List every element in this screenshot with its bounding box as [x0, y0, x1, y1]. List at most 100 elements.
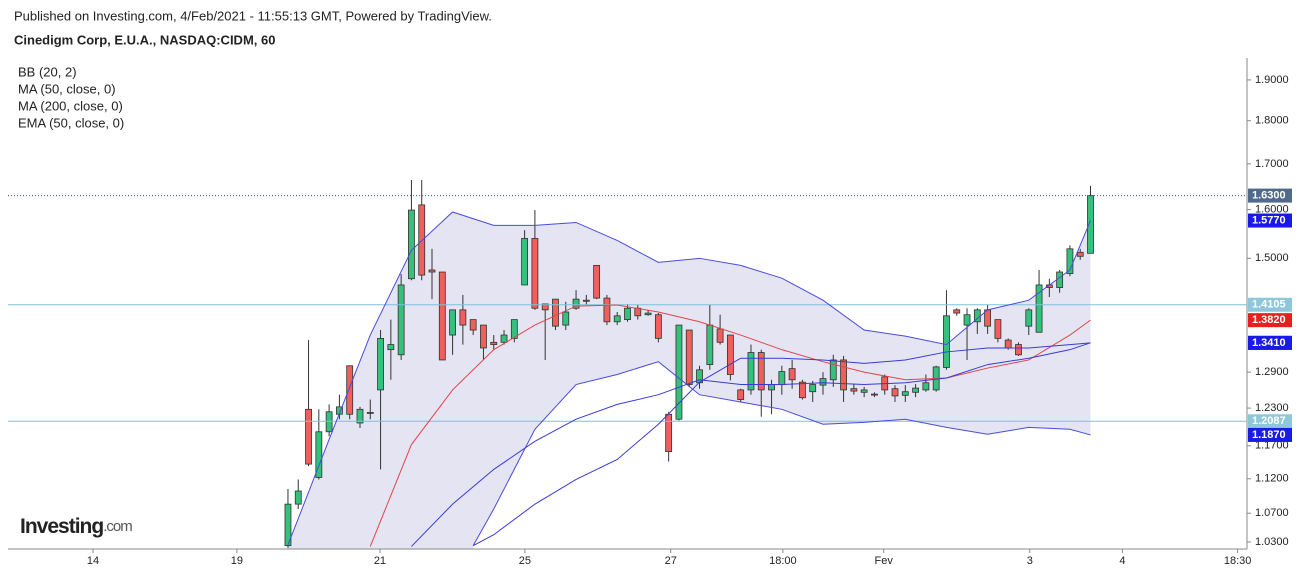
y-tick-label: 1.9000	[1255, 74, 1289, 86]
candle-body	[521, 238, 529, 286]
candle-body	[860, 389, 868, 393]
x-tick-label: 4	[1119, 555, 1125, 567]
candle-body	[706, 324, 714, 365]
x-tick-label: Fev	[875, 555, 894, 567]
candle-body	[912, 387, 919, 393]
legend-entry: MA (200, close, 0)	[18, 98, 123, 113]
candle-body	[1015, 344, 1022, 356]
price-badge	[1248, 297, 1292, 312]
candle-body	[726, 334, 734, 375]
candle-body	[963, 314, 971, 326]
candle-body	[346, 365, 354, 415]
candle-body	[613, 315, 621, 323]
x-tick-label: 25	[519, 555, 531, 567]
candle-body	[572, 298, 580, 309]
candle-body	[480, 324, 487, 349]
candle-body	[778, 371, 786, 385]
candle-body	[1025, 309, 1033, 327]
candle-body	[809, 384, 817, 393]
candle-body	[799, 381, 806, 399]
price-badge	[1248, 414, 1292, 429]
candle-body	[408, 209, 415, 280]
candle-body	[490, 341, 498, 345]
candle-body	[387, 344, 395, 351]
price-badge-label: 1.6300	[1252, 190, 1286, 202]
candle-body	[449, 309, 456, 336]
indicator-line	[411, 342, 1091, 547]
candle-body	[397, 284, 405, 356]
price-badge	[1248, 335, 1292, 350]
candle-body	[284, 503, 292, 547]
candle-body	[1087, 195, 1094, 254]
price-badge	[1248, 188, 1292, 203]
candle-body	[891, 388, 899, 397]
candle-body	[871, 393, 878, 396]
candle-body	[294, 490, 302, 505]
candle-body	[305, 408, 312, 465]
candle-body	[1035, 284, 1043, 333]
legend-entry: BB (20, 2)	[18, 64, 77, 79]
price-badge-label: 1.4105	[1252, 299, 1286, 311]
candle-body	[356, 408, 364, 424]
candle-body	[603, 297, 611, 323]
candle-body	[768, 384, 775, 391]
candle-body	[984, 309, 992, 327]
y-tick-label: 1.7000	[1255, 158, 1289, 170]
candle-body	[943, 315, 950, 368]
candle-body	[901, 391, 909, 396]
y-tick-label: 1.0700	[1255, 507, 1289, 519]
y-tick-label: 1.5000	[1255, 252, 1289, 264]
price-badge-label: 1.2087	[1252, 415, 1286, 427]
chart-title: Cinedigm Corp, E.U.A., NASDAQ:CIDM, 60	[14, 32, 275, 47]
price-badge-label: 1.1870	[1252, 429, 1286, 441]
header: Published on Investing.com, 4/Feb/2021 -…	[14, 8, 492, 23]
x-tick-label: 18:30	[1224, 555, 1252, 567]
candle-body	[757, 352, 765, 391]
candle-body	[541, 303, 549, 311]
logo-name: Investing	[20, 515, 103, 538]
indicator-line	[287, 211, 1091, 546]
candle-body	[994, 319, 1002, 339]
x-tick-label: 14	[87, 555, 99, 567]
candle-body	[366, 411, 374, 414]
candle-body	[624, 307, 631, 321]
candle-body	[716, 328, 724, 343]
logo-suffix: .com	[103, 518, 132, 535]
candle-body	[1066, 248, 1074, 274]
y-tick-label: 1.2300	[1255, 402, 1289, 414]
x-tick-label: 27	[665, 555, 677, 567]
candle-body	[747, 352, 755, 391]
legend-entry: EMA (50, close, 0)	[18, 115, 124, 130]
y-tick-label: 1.8000	[1255, 115, 1289, 127]
price-badge	[1248, 427, 1292, 442]
legend-entry: MA (50, close, 0)	[18, 81, 116, 96]
price-badge	[1248, 313, 1292, 328]
candle-body	[315, 431, 323, 478]
x-tick-label: 19	[231, 555, 243, 567]
candle-body	[685, 329, 693, 385]
candle-body	[1056, 271, 1064, 288]
x-tick-label: 21	[374, 555, 386, 567]
candle-body	[438, 271, 446, 361]
candle-body	[593, 264, 601, 299]
candle-body	[819, 378, 827, 386]
logo: Investing.com	[20, 515, 132, 538]
candle-body	[469, 319, 477, 331]
x-tick-label: 3	[1027, 555, 1033, 567]
candle-body	[1004, 339, 1012, 349]
price-badge-label: 1.3820	[1252, 314, 1286, 326]
price-badge-label: 1.5770	[1252, 214, 1286, 226]
candle-body	[325, 411, 333, 433]
candle-body	[428, 269, 436, 273]
candle-body	[552, 298, 559, 327]
x-tick-label: 18:00	[769, 555, 797, 567]
y-tick-label: 1.0300	[1255, 536, 1289, 548]
candle-body	[922, 382, 930, 391]
candle-body	[531, 238, 539, 309]
candle-body	[788, 368, 796, 381]
y-tick-label: 1.1700	[1255, 440, 1289, 452]
indicator-line	[472, 342, 1091, 547]
y-tick-label: 1.2900	[1255, 366, 1289, 378]
candle-body	[1076, 251, 1084, 257]
